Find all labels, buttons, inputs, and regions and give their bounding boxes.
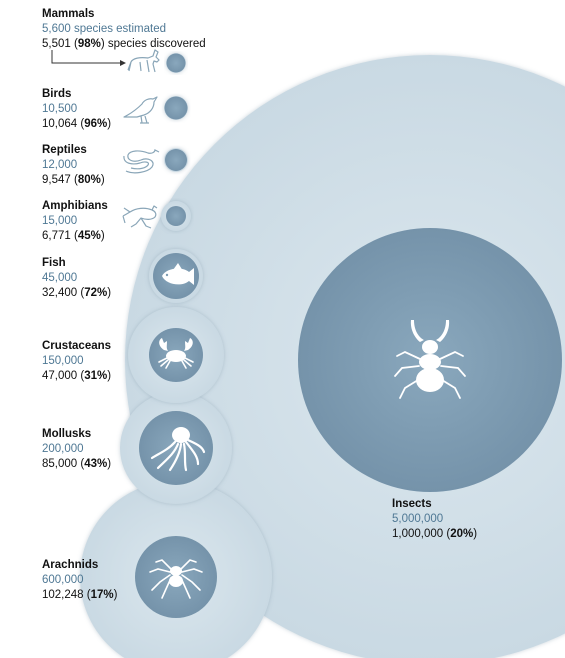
arachnids-discovered-value: 102,248 <box>42 589 84 601</box>
label-mollusks: Mollusks 200,000 85,000 (43%) <box>42 427 111 472</box>
label-mammals: Mammals 5,600 species estimated 5,501 (9… <box>42 7 206 52</box>
crustaceans-estimated: 150,000 <box>42 355 84 367</box>
octopus-silhouette-icon <box>150 427 206 472</box>
spider-silhouette-icon <box>149 559 203 599</box>
crustaceans-percent: 31% <box>84 370 108 382</box>
mammals-discovered-circle <box>166 53 186 73</box>
label-arachnids: Arachnids 600,000 102,248 (17%) <box>42 558 117 603</box>
bird-icon <box>123 96 158 124</box>
mammals-circle <box>166 53 186 73</box>
reptiles-estimated: 12,000 <box>42 159 78 171</box>
frog-icon <box>122 205 158 229</box>
birds-percent: 96% <box>84 118 108 130</box>
mammals-estimated-value: 5,600 <box>42 23 71 35</box>
insects-discovered: 1,000,000 (20%) <box>392 528 478 540</box>
insects-discovered-value: 1,000,000 <box>392 528 444 540</box>
birds-circle <box>164 96 188 120</box>
mammals-name: Mammals <box>42 8 95 20</box>
amphibians-discovered-circle <box>166 206 186 226</box>
reptiles-discovered: 9,547 (80%) <box>42 174 105 186</box>
label-birds: Birds 10,500 10,064 (96%) <box>42 87 111 132</box>
insects-name: Insects <box>392 498 432 510</box>
amphibians-discovered: 6,771 (45%) <box>42 230 105 242</box>
mollusks-discovered-value: 85,000 <box>42 458 78 470</box>
fish-discovered: 32,400 (72%) <box>42 287 112 299</box>
fish-discovered-value: 32,400 <box>42 287 78 299</box>
label-reptiles: Reptiles 12,000 9,547 (80%) <box>42 143 105 188</box>
arachnids-percent: 17% <box>90 589 114 601</box>
reptiles-discovered-circle <box>165 149 187 171</box>
fish-estimated: 45,000 <box>42 272 78 284</box>
mollusks-name: Mollusks <box>42 428 92 440</box>
mammals-estimated: 5,600 species estimated <box>42 22 206 37</box>
fish-percent: 72% <box>84 287 108 299</box>
mammals-estimated-suffix: species estimated <box>70 23 167 35</box>
reptiles-circle <box>164 148 188 172</box>
deer-icon <box>127 49 160 73</box>
arachnids-estimated: 600,000 <box>42 574 84 586</box>
mollusks-estimated: 200,000 <box>42 443 84 455</box>
reptiles-name: Reptiles <box>42 144 87 156</box>
reptiles-percent: 80% <box>77 174 101 186</box>
birds-discovered-value: 10,064 <box>42 118 78 130</box>
crustaceans-discovered: 47,000 (31%) <box>42 370 112 382</box>
amphibians-name: Amphibians <box>42 200 108 212</box>
reptiles-discovered-value: 9,547 <box>42 174 71 186</box>
fish-name: Fish <box>42 257 66 269</box>
mollusks-percent: 43% <box>84 458 108 470</box>
crustaceans-name: Crustaceans <box>42 340 112 352</box>
mammals-discovered-value: 5,501 <box>42 38 71 50</box>
amphibians-circle <box>161 201 191 231</box>
mammals-discovered-suffix: species discovered <box>104 38 206 50</box>
label-insects: Insects 5,000,000 1,000,000 (20%) <box>392 497 477 542</box>
mammals-percent: 98% <box>77 38 101 50</box>
crustaceans-discovered-value: 47,000 <box>42 370 78 382</box>
crab-silhouette-icon <box>158 338 194 369</box>
birds-discovered: 10,064 (96%) <box>42 118 112 130</box>
insects-percent: 20% <box>450 528 474 540</box>
snake-icon <box>123 149 160 174</box>
label-fish: Fish 45,000 32,400 (72%) <box>42 256 111 301</box>
mammals-pointer-arrow <box>51 50 126 66</box>
birds-discovered-circle <box>164 96 188 120</box>
arachnids-discovered: 102,248 (17%) <box>42 589 118 601</box>
arachnids-name: Arachnids <box>42 559 99 571</box>
amphibians-discovered-value: 6,771 <box>42 230 71 242</box>
amphibians-percent: 45% <box>77 230 101 242</box>
birds-estimated: 10,500 <box>42 103 78 115</box>
label-amphibians: Amphibians 15,000 6,771 (45%) <box>42 199 108 244</box>
fish-silhouette-icon <box>162 263 194 285</box>
insects-estimated: 5,000,000 <box>392 513 444 525</box>
birds-name: Birds <box>42 88 72 100</box>
mammals-discovered: 5,501 (98%) species discovered <box>42 38 206 50</box>
label-crustaceans: Crustaceans 150,000 47,000 (31%) <box>42 339 111 384</box>
beetle-silhouette-icon <box>394 320 466 399</box>
mollusks-discovered: 85,000 (43%) <box>42 458 112 470</box>
amphibians-estimated: 15,000 <box>42 215 78 227</box>
